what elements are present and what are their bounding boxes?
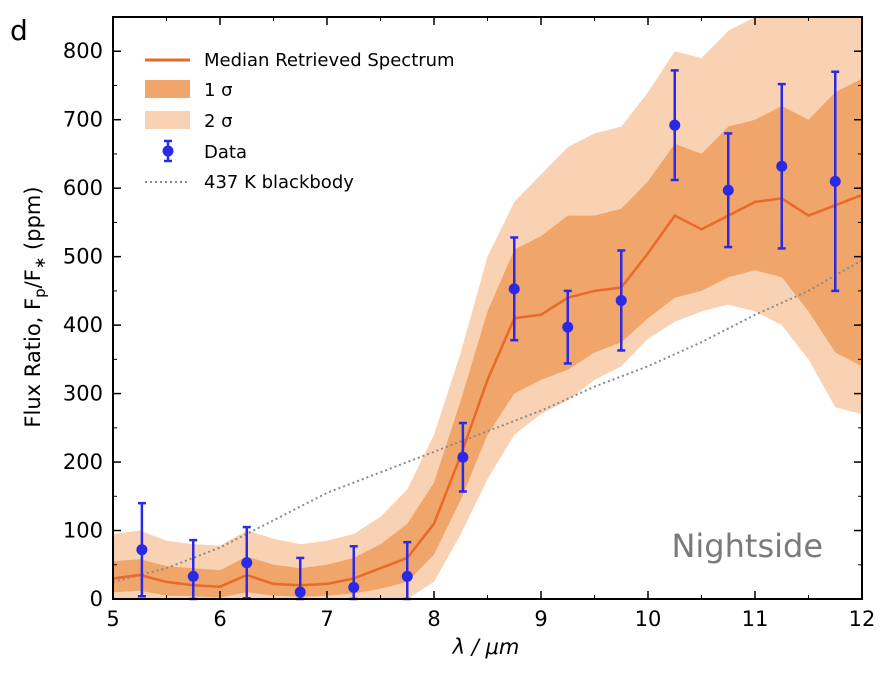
data-point	[669, 69, 681, 182]
data-marker	[348, 581, 360, 593]
y-tick-label: 700	[63, 108, 103, 132]
data-marker	[187, 570, 199, 582]
data-marker	[294, 586, 306, 598]
y-tick-label: 200	[63, 450, 103, 474]
one-sigma-band	[113, 78, 862, 598]
data-point	[776, 82, 788, 250]
legend-blackbody-label: 437 K blackbody	[204, 172, 354, 193]
legend-2sigma-swatch	[145, 111, 190, 129]
data-point	[615, 249, 627, 352]
data-marker	[829, 175, 841, 187]
y-axis-label: Flux Ratio, Fp/F∗ (ppm)	[21, 186, 49, 427]
legend: Median Retrieved Spectrum 1 σ 2 σ Data 4…	[145, 50, 455, 193]
data-point	[562, 289, 574, 365]
data-marker	[669, 119, 681, 131]
ticks-layer: 5 6 7 8 9 10 11 12 0 100 200 300 400 500 600 700 800	[63, 17, 875, 631]
y-tick-label: 600	[63, 176, 103, 200]
x-tick-label: 7	[320, 607, 333, 631]
legend-1sigma-swatch	[145, 80, 190, 98]
x-tick-label: 8	[427, 607, 440, 631]
data-marker	[401, 570, 413, 582]
data-marker	[615, 294, 627, 306]
x-tick-label: 6	[213, 607, 226, 631]
median-spectrum-layer	[112, 193, 863, 588]
data-point	[829, 70, 841, 293]
x-tick-label: 10	[635, 607, 662, 631]
one-sigma-band-layer	[113, 78, 862, 598]
data-point	[508, 236, 520, 342]
two-sigma-band-layer	[113, 17, 862, 599]
x-tick-label: 5	[106, 607, 119, 631]
y-tick-label: 0	[90, 587, 103, 611]
legend-2sigma-label: 2 σ	[204, 111, 233, 132]
data-marker	[722, 184, 734, 196]
x-tick-label: 9	[534, 607, 547, 631]
region-label: Nightside	[671, 527, 823, 565]
y-tick-label: 300	[63, 382, 103, 406]
blackbody-line	[112, 259, 863, 583]
y-tick-label: 100	[63, 519, 103, 543]
x-tick-label: 11	[742, 607, 769, 631]
y-tick-label: 800	[63, 39, 103, 63]
legend-1sigma-label: 1 σ	[204, 80, 233, 101]
x-axis-label: λ / μm	[452, 635, 520, 659]
y-tick-label: 500	[63, 245, 103, 269]
data-marker	[136, 544, 148, 556]
data-marker	[241, 557, 253, 569]
data-marker	[508, 283, 520, 295]
x-tick-label: 12	[849, 607, 876, 631]
y-tick-label: 400	[63, 313, 103, 337]
two-sigma-band	[113, 17, 862, 599]
data-marker	[457, 451, 469, 463]
median-spectrum-line	[112, 193, 863, 588]
data-point	[457, 421, 469, 493]
legend-data-swatch	[162, 139, 174, 163]
data-point	[136, 501, 148, 598]
blackbody-layer	[112, 259, 863, 583]
legend-data-label: Data	[204, 142, 247, 163]
legend-median-label: Median Retrieved Spectrum	[204, 50, 455, 71]
panel-label: d	[10, 14, 28, 47]
data-marker	[776, 160, 788, 172]
data-marker	[562, 321, 574, 333]
data-point	[722, 132, 734, 249]
